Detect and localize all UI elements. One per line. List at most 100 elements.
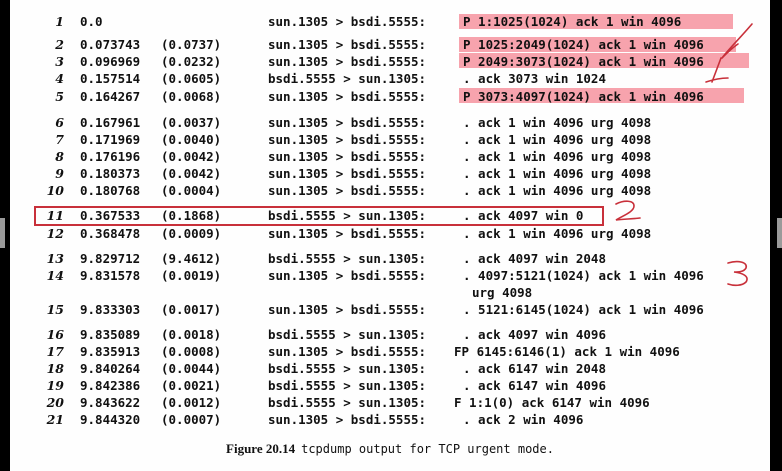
line-number: 18 <box>46 361 64 376</box>
right-edge-tab <box>777 218 782 248</box>
flow: bsdi.5555 > sun.1305: <box>268 395 427 410</box>
line-number: 10 <box>46 183 64 198</box>
delta-time: (0.1868) <box>161 208 222 223</box>
delta-time: (0.0018) <box>161 327 222 342</box>
segment-info: P 3073:4097(1024) ack 1 win 4096 <box>463 89 704 104</box>
delta-time: (9.4612) <box>161 251 222 266</box>
segment-info: . ack 4097 win 2048 <box>463 251 606 266</box>
delta-time: (0.0004) <box>161 183 222 198</box>
flow: sun.1305 > bsdi.5555: <box>268 412 427 427</box>
listing-line: 13 9.829712 (9.4612) bsdi.5555 > sun.130… <box>10 250 770 268</box>
listing-line: 21 9.844320 (0.0007) sun.1305 > bsdi.555… <box>10 411 770 429</box>
flow: bsdi.5555 > sun.1305: <box>268 251 427 266</box>
listing-line: 7 0.171969 (0.0040) sun.1305 > bsdi.5555… <box>10 131 770 149</box>
line-number: 16 <box>46 327 64 342</box>
timestamp: 9.842386 <box>80 378 141 393</box>
timestamp: 9.829712 <box>80 251 141 266</box>
flow: sun.1305 > bsdi.5555: <box>268 302 427 317</box>
segment-info: . 5121:6145(1024) ack 1 win 4096 <box>463 302 704 317</box>
delta-time: (0.0737) <box>161 37 222 52</box>
line-number: 5 <box>55 89 64 104</box>
segment-info: P 1:1025(1024) ack 1 win 4096 <box>463 14 682 29</box>
timestamp: 0.167961 <box>80 115 141 130</box>
highlight-line-2 <box>459 37 736 52</box>
segment-info: . 4097:5121(1024) ack 1 win 4096 <box>463 268 704 283</box>
timestamp: 9.835089 <box>80 327 141 342</box>
timestamp: 0.180768 <box>80 183 141 198</box>
segment-info: . ack 1 win 4096 urg 4098 <box>463 115 652 130</box>
delta-time: (0.0044) <box>161 361 222 376</box>
timestamp: 0.180373 <box>80 166 141 181</box>
listing-line: 10 0.180768 (0.0004) sun.1305 > bsdi.555… <box>10 182 770 200</box>
segment-info: P 2049:3073(1024) ack 1 win 4096 <box>463 54 704 69</box>
listing-line: 6 0.167961 (0.0037) sun.1305 > bsdi.5555… <box>10 114 770 132</box>
line-number: 4 <box>55 71 64 86</box>
delta-time: (0.0021) <box>161 378 222 393</box>
highlight-line-5 <box>459 88 744 103</box>
flow: sun.1305 > bsdi.5555: <box>268 132 427 147</box>
highlight-line-3 <box>459 53 749 68</box>
delta-time: (0.0042) <box>161 166 222 181</box>
line-number: 11 <box>46 208 64 223</box>
left-edge-tab <box>0 218 5 248</box>
timestamp: 0.073743 <box>80 37 141 52</box>
listing-line: 2 0.073743 (0.0737) sun.1305 > bsdi.5555… <box>10 36 770 54</box>
timestamp: 0.367533 <box>80 208 141 223</box>
line-number: 2 <box>55 37 64 52</box>
timestamp: 0.368478 <box>80 226 141 241</box>
delta-time: (0.0007) <box>161 412 222 427</box>
line-number: 6 <box>55 115 64 130</box>
line-number: 21 <box>46 412 64 427</box>
segment-info: F 1:1(0) ack 6147 win 4096 <box>454 395 650 410</box>
listing-line: 18 9.840264 (0.0044) bsdi.5555 > sun.130… <box>10 360 770 378</box>
timestamp: 9.831578 <box>80 268 141 283</box>
segment-info: FP 6145:6146(1) ack 1 win 4096 <box>454 344 680 359</box>
listing-line: 20 9.843622 (0.0012) bsdi.5555 > sun.130… <box>10 394 770 412</box>
delta-time: (0.0019) <box>161 268 222 283</box>
flow: bsdi.5555 > sun.1305: <box>268 327 427 342</box>
line-number: 15 <box>46 302 64 317</box>
listing-line: 19 9.842386 (0.0021) bsdi.5555 > sun.130… <box>10 377 770 395</box>
delta-time: (0.0605) <box>161 71 222 86</box>
timestamp: 0.164267 <box>80 89 141 104</box>
flow: sun.1305 > bsdi.5555: <box>268 54 427 69</box>
timestamp: 9.844320 <box>80 412 141 427</box>
timestamp: 0.157514 <box>80 71 141 86</box>
flow: sun.1305 > bsdi.5555: <box>268 166 427 181</box>
listing-line: 4 0.157514 (0.0605) bsdi.5555 > sun.1305… <box>10 70 770 88</box>
timestamp: 9.840264 <box>80 361 141 376</box>
delta-time: (0.0017) <box>161 302 222 317</box>
listing-line-continuation: urg 4098 <box>10 284 770 302</box>
segment-info: urg 4098 <box>472 285 533 300</box>
handwritten-mark-3 <box>727 260 748 287</box>
line-number: 3 <box>55 54 64 69</box>
flow: bsdi.5555 > sun.1305: <box>268 71 427 86</box>
delta-time: (0.0042) <box>161 149 222 164</box>
flow: sun.1305 > bsdi.5555: <box>268 344 427 359</box>
segment-info: . ack 4097 win 4096 <box>463 327 606 342</box>
line-number: 12 <box>46 226 64 241</box>
delta-time: (0.0232) <box>161 54 222 69</box>
segment-info: . ack 1 win 4096 urg 4098 <box>463 183 652 198</box>
segment-info: . ack 6147 win 2048 <box>463 361 606 376</box>
handwritten-mark-2 <box>615 200 641 221</box>
listing-line: 5 0.164267 (0.0068) sun.1305 > bsdi.5555… <box>10 88 770 106</box>
figure-label: Figure 20.14 <box>226 441 296 456</box>
figure-caption: Figure 20.14 tcpdump output for TCP urgen… <box>10 441 770 457</box>
delta-time: (0.0068) <box>161 89 222 104</box>
line-number: 1 <box>55 14 64 29</box>
flow: sun.1305 > bsdi.5555: <box>268 149 427 164</box>
timestamp: 9.835913 <box>80 344 141 359</box>
flow: sun.1305 > bsdi.5555: <box>268 37 427 52</box>
flow: sun.1305 > bsdi.5555: <box>268 226 427 241</box>
flow: sun.1305 > bsdi.5555: <box>268 89 427 104</box>
line-number: 9 <box>55 166 64 181</box>
line-number: 13 <box>46 251 64 266</box>
line-number: 19 <box>46 378 64 393</box>
flow: sun.1305 > bsdi.5555: <box>268 115 427 130</box>
listing-line: 12 0.368478 (0.0009) sun.1305 > bsdi.555… <box>10 225 770 243</box>
listing-line: 11 0.367533 (0.1868) bsdi.5555 > sun.130… <box>10 207 770 225</box>
handwritten-annotations <box>615 23 753 287</box>
segment-info: . ack 1 win 4096 urg 4098 <box>463 132 652 147</box>
delta-time: (0.0037) <box>161 115 222 130</box>
